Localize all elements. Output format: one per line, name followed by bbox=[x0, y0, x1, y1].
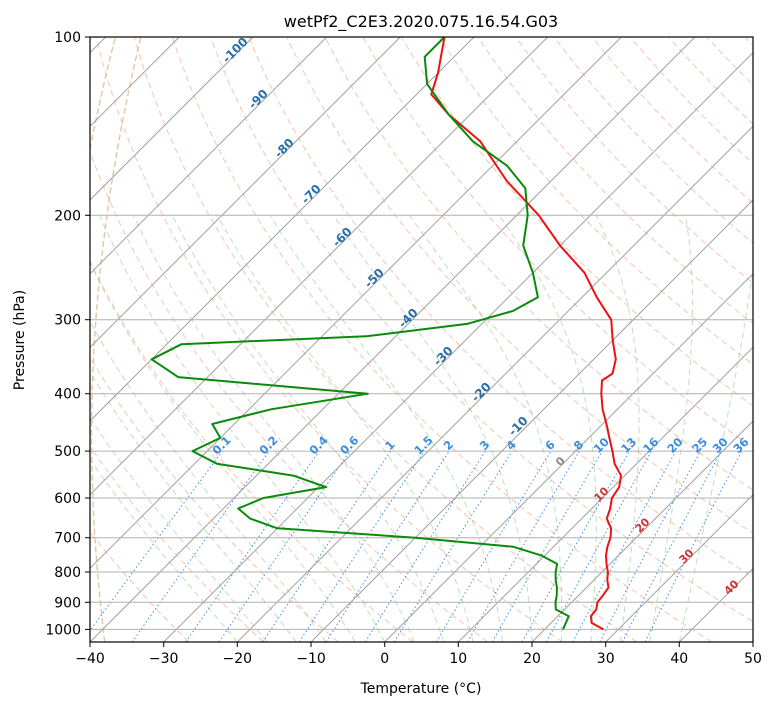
y-tick-label: 600 bbox=[54, 491, 81, 507]
x-axis-label: Temperature (°C) bbox=[360, 681, 482, 697]
x-tick-label: 40 bbox=[670, 651, 688, 667]
x-tick-label: −10 bbox=[296, 651, 326, 667]
y-tick-label: 200 bbox=[54, 208, 81, 224]
y-axis-label: Pressure (hPa) bbox=[12, 290, 28, 390]
y-tick-label: 100 bbox=[54, 30, 81, 46]
x-tick-label: 30 bbox=[597, 651, 615, 667]
x-tick-label: 10 bbox=[449, 651, 467, 667]
x-tick-label: 50 bbox=[744, 651, 762, 667]
y-tick-label: 800 bbox=[54, 565, 81, 581]
x-tick-label: −40 bbox=[75, 651, 105, 667]
y-tick-label: 1000 bbox=[45, 622, 81, 638]
y-tick-label: 700 bbox=[54, 531, 81, 547]
chart-title: wetPf2_C2E3.2020.075.16.54.G03 bbox=[284, 12, 558, 32]
x-tick-label: 20 bbox=[523, 651, 541, 667]
y-tick-label: 500 bbox=[54, 444, 81, 460]
y-tick-label: 400 bbox=[54, 387, 81, 403]
y-tick-label: 300 bbox=[54, 313, 81, 329]
x-tick-label: −30 bbox=[149, 651, 179, 667]
x-tick-label: −20 bbox=[223, 651, 253, 667]
y-tick-label: 900 bbox=[54, 595, 81, 611]
x-tick-label: 0 bbox=[380, 651, 389, 667]
